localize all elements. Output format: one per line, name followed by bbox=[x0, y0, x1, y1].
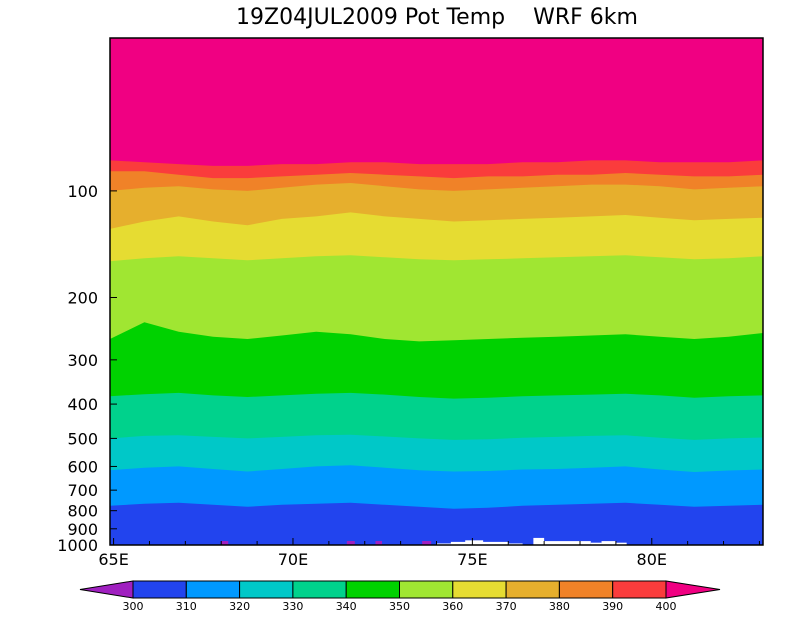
colorbar-swatch-320_330 bbox=[239, 580, 294, 599]
terrain-mask-5 bbox=[590, 542, 602, 545]
colorbar: 300 310 320 330 340 350 360 370 380 390 400 bbox=[79, 580, 721, 613]
colorbar-label-340: 340 bbox=[336, 600, 357, 613]
colorbar-swatch-350_360 bbox=[399, 580, 454, 599]
colorbar-label-310: 310 bbox=[176, 600, 197, 613]
colorbar-label-380: 380 bbox=[549, 600, 570, 613]
terrain-mask-6 bbox=[601, 541, 616, 545]
colorbar-label-370: 370 bbox=[496, 600, 517, 613]
colorbar-swatch-370_380 bbox=[505, 580, 560, 599]
colorbar-label-400: 400 bbox=[656, 600, 677, 613]
colorbar-swatch-310_320 bbox=[185, 580, 241, 599]
terrain-mask-2 bbox=[465, 540, 484, 545]
colorbar-arrow-low bbox=[79, 580, 134, 599]
band-400 bbox=[110, 38, 763, 166]
band-below-300-1 bbox=[346, 541, 355, 545]
colorbar-swatch-390_400 bbox=[612, 580, 667, 599]
colorbar-label-390: 390 bbox=[602, 600, 623, 613]
band-below-300-0 bbox=[221, 541, 229, 545]
chart-title: 19Z04JUL2009 Pot Temp WRF 6km bbox=[236, 5, 638, 30]
y-tick-label-200: 200 bbox=[67, 288, 98, 307]
colorbar-swatch-340_350 bbox=[345, 580, 401, 599]
y-tick-label-100: 100 bbox=[67, 182, 98, 201]
colorbar-label-360: 360 bbox=[442, 600, 463, 613]
terrain-mask-3 bbox=[533, 537, 545, 545]
x-tick-label-80: 80E bbox=[637, 550, 667, 569]
y-tick-label-900: 900 bbox=[67, 520, 98, 539]
band-below-300-2 bbox=[375, 541, 383, 545]
y-tick-label-700: 700 bbox=[67, 481, 98, 500]
terrain-mask-4 bbox=[540, 541, 591, 545]
colorbar-arrow-high bbox=[665, 580, 721, 599]
plot-area bbox=[110, 38, 763, 545]
y-tick-label-300: 300 bbox=[67, 351, 98, 370]
colorbar-label-350: 350 bbox=[389, 600, 410, 613]
colorbar-label-330: 330 bbox=[282, 600, 303, 613]
terrain-mask-7 bbox=[615, 542, 627, 545]
colorbar-swatch-360_370 bbox=[452, 580, 507, 599]
band-below-300-3 bbox=[422, 541, 432, 545]
colorbar-swatch-330_340 bbox=[292, 580, 347, 599]
x-tick-label-65: 65E bbox=[98, 550, 128, 569]
y-tick-label-800: 800 bbox=[67, 502, 98, 521]
colorbar-swatch-380_390 bbox=[558, 580, 614, 599]
colorbar-label-300: 300 bbox=[123, 600, 144, 613]
y-tick-label-600: 600 bbox=[67, 457, 98, 476]
y-tick-label-1000: 1000 bbox=[57, 536, 98, 555]
y-tick-label-400: 400 bbox=[67, 395, 98, 414]
colorbar-swatch-300_310 bbox=[132, 580, 187, 599]
x-tick-label-75: 75E bbox=[457, 550, 487, 569]
colorbar-label-320: 320 bbox=[229, 600, 250, 613]
x-tick-label-70: 70E bbox=[278, 550, 308, 569]
y-tick-label-500: 500 bbox=[67, 429, 98, 448]
